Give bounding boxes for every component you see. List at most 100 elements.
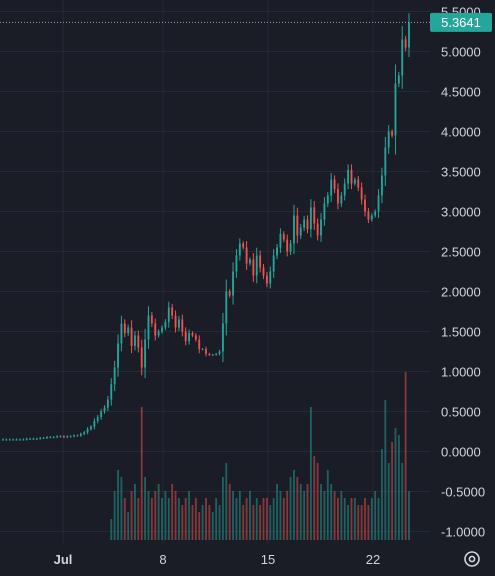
volume-bar <box>249 491 251 540</box>
candle-body <box>394 83 397 136</box>
candle-body <box>15 439 18 441</box>
candle-body <box>367 211 370 220</box>
volume-bar <box>269 505 272 540</box>
volume-bar <box>238 491 241 540</box>
candle-body <box>232 271 234 296</box>
volume-bar <box>370 498 373 540</box>
volume-bar <box>218 505 221 540</box>
volume-bar <box>252 505 255 540</box>
candle-body <box>49 437 52 439</box>
candle-body <box>164 321 167 328</box>
volume-bar <box>178 498 180 540</box>
candle-body <box>39 437 42 439</box>
price-axis-label: 3.0000 <box>441 205 481 220</box>
price-axis-label: 3.5000 <box>441 165 481 180</box>
candle-body <box>96 417 99 422</box>
volume-bar <box>306 484 309 540</box>
volume-bar <box>333 491 336 540</box>
price-axis-label: 2.5000 <box>441 245 481 260</box>
candle-body <box>93 421 96 427</box>
volume-bar <box>391 442 394 540</box>
time-axis[interactable]: Jul 8 15 22 <box>54 552 381 567</box>
candle-body <box>221 323 224 352</box>
volume-bar <box>150 498 153 540</box>
volume-bar <box>286 491 289 540</box>
volume-bar <box>164 491 167 540</box>
candle-body <box>387 131 390 148</box>
volume-bar <box>316 463 319 540</box>
volume-bar <box>211 512 214 540</box>
price-axis-label: 4.0000 <box>441 125 481 140</box>
volume-bar <box>387 463 390 540</box>
volume-bar <box>198 512 201 540</box>
candle-body <box>76 435 79 437</box>
candle-body <box>370 215 373 220</box>
volume-bar <box>340 491 343 540</box>
volume-bar <box>188 491 191 540</box>
candle-body <box>401 39 404 76</box>
candle-body <box>178 319 180 328</box>
candle-body <box>350 169 353 184</box>
candle-body <box>211 354 214 356</box>
price-axis[interactable]: 5.50005.00004.50004.00003.50003.00002.50… <box>441 5 485 540</box>
candle-body <box>337 189 339 204</box>
volume-bar <box>167 498 170 540</box>
candle-body <box>381 175 383 196</box>
candle-body <box>357 179 360 188</box>
price-axis-label: 1.0000 <box>441 365 481 380</box>
candle-body <box>252 259 255 276</box>
candle-body <box>320 219 322 236</box>
volume-bar <box>394 428 397 540</box>
volume-bar <box>181 505 184 540</box>
volume-bar <box>201 505 204 540</box>
volume-bar <box>208 505 211 540</box>
candle-body <box>245 247 248 264</box>
last-price-tag: 5.3641 <box>430 12 492 32</box>
volume-bar <box>347 505 350 540</box>
price-axis-label: 2.0000 <box>441 285 481 300</box>
candle-body <box>157 331 160 336</box>
candle-body <box>188 333 191 342</box>
candle-body <box>218 351 221 354</box>
time-axis-label: Jul <box>54 552 73 567</box>
volume-bars <box>110 372 410 540</box>
gear-icon[interactable] <box>464 551 480 567</box>
candle-body <box>171 307 174 316</box>
volume-bar <box>397 435 400 540</box>
volume-bar <box>357 505 360 540</box>
volume-bar <box>350 498 353 540</box>
candle-body <box>259 255 262 268</box>
volume-bar <box>364 498 366 540</box>
candle-body <box>238 243 241 256</box>
candle-body <box>42 437 45 439</box>
candle-body <box>12 439 15 441</box>
volume-bar <box>367 505 370 540</box>
volume-bar <box>272 498 275 540</box>
candle-body <box>293 215 295 244</box>
volume-bar <box>276 484 278 540</box>
candle-body <box>194 335 197 340</box>
candle-body <box>249 259 251 264</box>
volume-bar <box>309 407 312 540</box>
candle-body <box>205 349 207 354</box>
candle-body <box>262 267 265 276</box>
candle-body <box>191 333 194 336</box>
volume-bar <box>323 491 326 540</box>
volume-bar <box>303 491 306 540</box>
candle-body <box>86 429 89 433</box>
volume-bar <box>235 498 238 540</box>
volume-bar <box>404 372 407 540</box>
candle-body <box>184 331 187 342</box>
candle-body <box>235 255 238 272</box>
volume-bar <box>221 477 224 540</box>
candle-body <box>181 319 184 332</box>
candle-body <box>113 367 116 385</box>
candle-body <box>269 271 272 284</box>
volume-bar <box>134 484 136 540</box>
candle-body <box>330 179 333 196</box>
candle-body <box>360 187 363 200</box>
volume-bar <box>137 498 140 540</box>
